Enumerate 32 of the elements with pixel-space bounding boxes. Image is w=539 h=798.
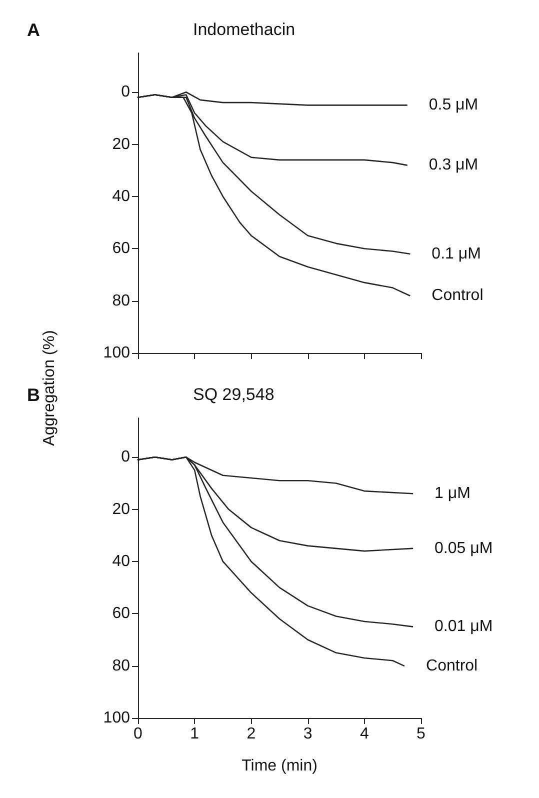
x-tick-label: 0 [134,726,143,742]
series-label: 0.1 μM [432,245,481,262]
y-tick-label: 20 [112,136,130,153]
y-tick-label: 100 [103,710,130,726]
y-tick-label: 40 [112,552,130,570]
x-tick-label: 2 [246,726,256,742]
series-label: 0.5 μM [428,96,478,114]
x-tick-label: 3 [303,726,312,742]
x-tick-label: 4 [360,726,369,742]
y-tick-label: 0 [121,84,130,101]
y-axis-title: Aggregation (%) [41,330,59,446]
x-tick-label: 1 [190,726,200,742]
y-tick-label: 20 [112,500,130,518]
y-tick-label: 0 [121,448,130,466]
series-label: Control [432,287,484,304]
series-label: 1 μM [434,485,470,502]
series-label: 0.05 μM [434,540,493,557]
series-label: 0.3 μM [428,156,478,174]
chart-title: SQ 29,548 [193,385,274,404]
y-tick-label: 80 [112,657,130,674]
y-tick-label: 60 [112,605,130,622]
y-tick-label: 100 [103,344,130,362]
text: A [27,20,40,40]
x-axis-title: Time (min) [242,758,318,774]
text: B [27,385,40,405]
series-label: Control [426,657,478,674]
x-tick-label: 5 [416,726,426,742]
y-tick-label: 40 [112,188,130,205]
y-tick-label: 80 [112,292,130,310]
y-tick-label: 60 [112,240,130,258]
series-label: 0.01 μM [434,618,493,636]
chart-title: Indomethacin [193,20,296,39]
